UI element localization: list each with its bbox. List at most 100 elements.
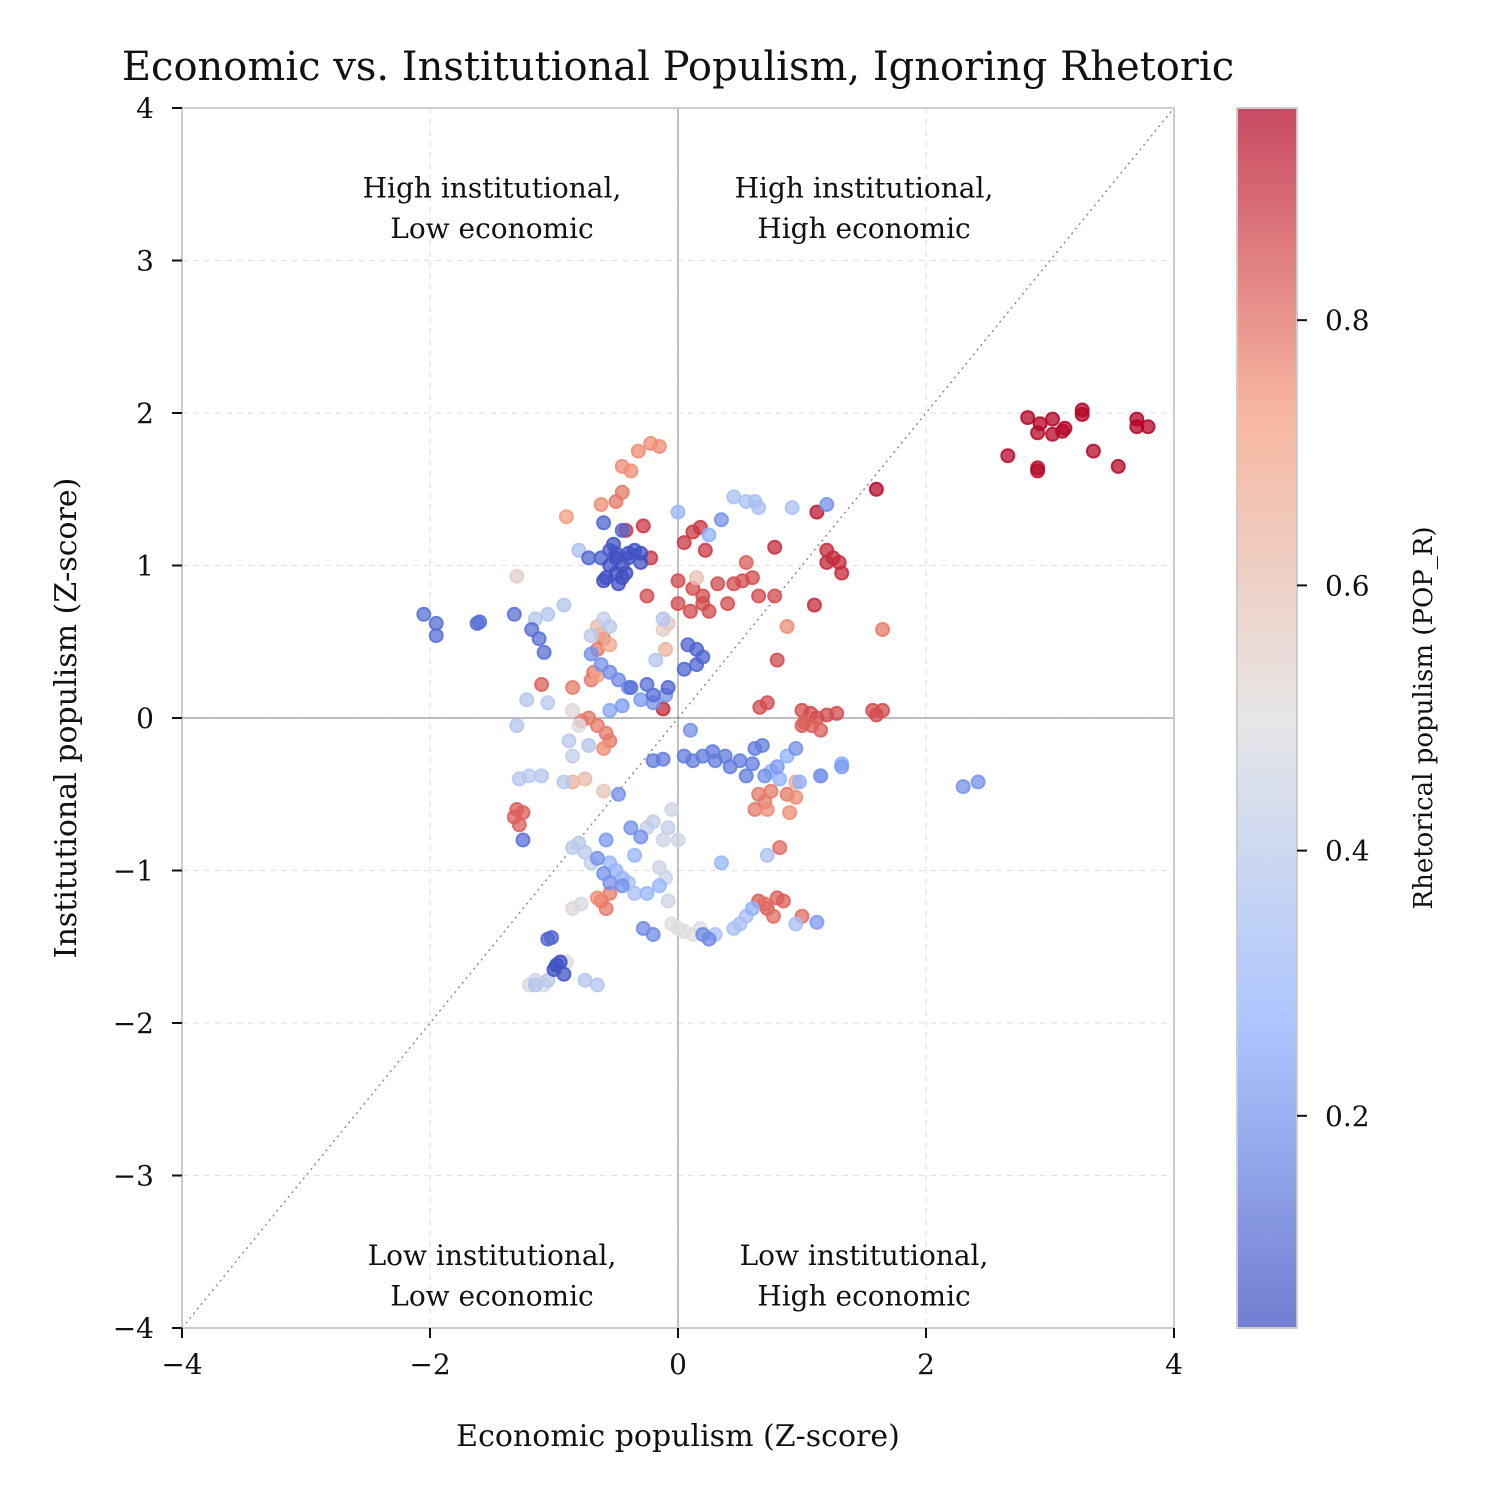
- data-point: [834, 565, 850, 581]
- data-point: [970, 774, 986, 790]
- y-tick-label: 0: [136, 702, 154, 735]
- data-point: [655, 611, 671, 627]
- x-axis-label: Economic populism (Z-score): [456, 1419, 900, 1454]
- colorbar-gradient: [1236, 107, 1298, 1329]
- data-point: [577, 972, 593, 988]
- data-point: [772, 840, 788, 856]
- data-points: [416, 402, 1156, 993]
- data-point: [759, 695, 775, 711]
- data-point: [747, 802, 763, 817]
- quadrant-label-line: Low economic: [390, 1279, 594, 1312]
- data-point: [531, 631, 547, 647]
- data-point: [565, 840, 581, 856]
- data-point: [788, 789, 804, 805]
- data-point: [573, 896, 589, 912]
- data-point: [660, 893, 676, 909]
- data-point: [720, 596, 736, 612]
- data-point: [583, 646, 599, 662]
- data-point: [596, 783, 612, 799]
- data-point: [596, 573, 612, 589]
- data-point: [581, 738, 597, 753]
- reference-lines: [181, 107, 1175, 1329]
- data-point: [670, 921, 686, 936]
- data-point: [713, 512, 729, 528]
- y-tick-label: −4: [113, 1312, 154, 1345]
- data-point: [635, 518, 651, 534]
- data-point: [614, 878, 630, 894]
- data-point: [775, 893, 791, 909]
- data-point: [705, 744, 721, 760]
- data-point: [744, 901, 760, 917]
- data-point: [701, 603, 717, 619]
- data-point: [868, 481, 884, 497]
- data-point: [581, 550, 597, 566]
- data-point: [809, 914, 825, 930]
- y-tick-label: 1: [136, 550, 154, 583]
- data-point: [689, 570, 705, 586]
- data-point: [614, 698, 630, 714]
- data-point: [769, 652, 785, 668]
- data-point: [779, 619, 795, 634]
- data-point: [1020, 410, 1036, 426]
- data-point: [611, 672, 626, 688]
- data-point: [806, 597, 822, 613]
- data-point: [602, 875, 618, 891]
- data-point: [695, 588, 711, 604]
- x-axis-ticks: −4 −2 0 2 4: [161, 1328, 1183, 1381]
- colorbar-tick-label: 0.2: [1325, 1100, 1370, 1133]
- data-point: [571, 718, 587, 734]
- data-point: [759, 802, 775, 817]
- data-point: [509, 718, 525, 734]
- data-point: [602, 637, 618, 653]
- data-point: [602, 619, 618, 634]
- y-tick-label: 4: [136, 92, 154, 125]
- data-point: [767, 539, 783, 555]
- y-tick-label: 2: [136, 397, 154, 430]
- data-point: [1110, 458, 1126, 474]
- data-point: [519, 692, 535, 708]
- data-point: [627, 847, 643, 863]
- data-point: [577, 771, 593, 787]
- data-point: [1045, 411, 1060, 427]
- quadrant-label-line: Low economic: [390, 212, 594, 245]
- data-point: [722, 759, 738, 775]
- diagonal-reference-line: [181, 107, 1175, 1329]
- data-point: [598, 901, 614, 917]
- data-point: [1054, 423, 1070, 439]
- data-point: [670, 596, 686, 612]
- chart-title: Economic vs. Institutional Populism, Ign…: [122, 44, 1234, 90]
- data-point: [556, 774, 572, 790]
- data-point: [682, 603, 698, 619]
- y-tick-label: −1: [113, 855, 154, 888]
- data-point: [769, 759, 785, 775]
- data-point: [614, 522, 630, 538]
- quadrant-label-line: High economic: [757, 1279, 970, 1312]
- data-point: [565, 702, 581, 718]
- data-point: [788, 916, 804, 932]
- data-point: [670, 832, 686, 848]
- colorbar-ticks: 0.2 0.4 0.6 0.8: [1297, 304, 1370, 1133]
- data-point: [602, 558, 618, 573]
- quadrant-label: Low institutional, Low economic: [368, 1239, 617, 1313]
- data-point: [1030, 425, 1046, 441]
- data-point: [558, 509, 574, 525]
- data-point: [472, 614, 488, 630]
- data-point: [428, 615, 444, 631]
- data-point: [655, 832, 671, 848]
- data-point: [1030, 463, 1046, 479]
- data-point: [633, 692, 649, 708]
- y-tick-label: −2: [113, 1007, 154, 1040]
- data-point: [713, 855, 729, 871]
- data-point: [511, 771, 527, 787]
- data-point: [695, 927, 711, 942]
- x-tick-label: 0: [669, 1348, 687, 1381]
- data-point: [515, 832, 531, 848]
- data-point: [788, 741, 804, 756]
- data-point: [540, 695, 556, 711]
- data-point: [813, 722, 829, 738]
- y-axis-ticks: −4 −3 −2 −1 0 1 2 3 4: [113, 92, 182, 1345]
- data-point: [875, 622, 891, 637]
- data-point: [782, 805, 798, 821]
- data-point: [540, 606, 556, 622]
